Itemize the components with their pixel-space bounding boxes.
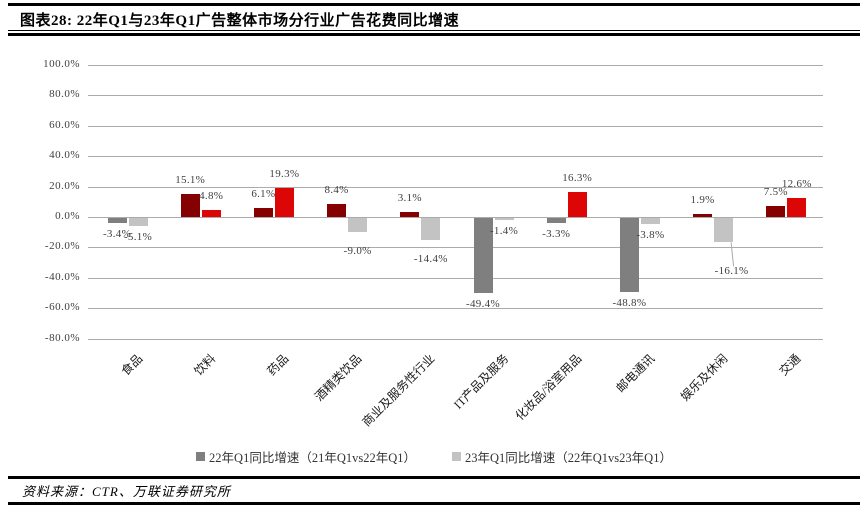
bar-22q1 — [546, 218, 566, 224]
bar-23q1 — [567, 192, 587, 217]
bar-value-label: -14.4% — [413, 252, 448, 265]
y-axis-tick-label: -80.0% — [44, 331, 80, 344]
bar-value-label: 6.1% — [251, 187, 276, 200]
bar-23q1 — [494, 218, 514, 221]
bar-23q1 — [714, 218, 734, 243]
source-value: CTR、万联证券研究所 — [92, 484, 231, 499]
y-axis-tick-label: 60.0% — [49, 118, 80, 131]
title-underline-thin — [8, 30, 860, 31]
bar-22q1 — [327, 204, 347, 217]
legend-item-22q1: 22年Q1同比增速（21年Q1vs22年Q1） — [196, 447, 416, 466]
bar-23q1 — [348, 218, 368, 232]
title-underline-thick — [8, 33, 860, 36]
gridline — [88, 277, 823, 279]
legend-swatch-22q1 — [196, 452, 206, 461]
bar-value-label: -1.4% — [489, 225, 519, 238]
bar-22q1 — [693, 214, 713, 217]
bar-value-label: -49.4% — [466, 298, 500, 311]
bar-22q1 — [253, 207, 273, 217]
bar-23q1 — [274, 187, 294, 217]
bar-value-label: 3.1% — [397, 192, 422, 205]
gridline — [88, 247, 823, 249]
bar-value-label: 19.3% — [269, 167, 300, 180]
gridline — [88, 125, 823, 127]
bar-22q1 — [766, 205, 786, 217]
legend-label-23q1: 23年Q1同比增速（22年Q1vs23年Q1） — [465, 451, 672, 465]
bar-value-label: -3.3% — [542, 228, 571, 241]
bar-23q1 — [640, 218, 660, 224]
bar-value-label: 7.5% — [763, 185, 788, 198]
y-axis-tick-label: 0.0% — [55, 210, 80, 222]
y-axis-tick-label: 80.0% — [49, 88, 80, 101]
y-axis-tick-label: -60.0% — [44, 301, 80, 314]
bar-22q1 — [619, 218, 639, 293]
legend-item-23q1: 23年Q1同比增速（22年Q1vs23年Q1） — [452, 447, 672, 466]
y-axis-tick-label: -20.0% — [44, 240, 80, 253]
bottom-rule — [8, 502, 860, 505]
bar-22q1 — [107, 218, 127, 224]
y-axis-tick-label: 20.0% — [49, 179, 80, 192]
bar-value-label: -3.8% — [636, 228, 665, 241]
top-rule — [8, 3, 860, 6]
y-axis-tick-label: 100.0% — [43, 58, 80, 70]
bar-22q1 — [180, 194, 200, 217]
bar-23q1 — [421, 218, 441, 240]
gridline — [88, 217, 823, 218]
legend-label-22q1: 22年Q1同比增速（21年Q1vs22年Q1） — [209, 451, 416, 465]
gridline — [88, 156, 823, 158]
bar-value-label: -48.8% — [612, 297, 647, 310]
y-axis-tick-label: -40.0% — [44, 270, 80, 283]
gridline — [88, 308, 823, 310]
bar-value-label: -5.1% — [123, 230, 153, 243]
bar-value-label: 15.1% — [175, 174, 206, 187]
bar-value-label: -3.4% — [102, 228, 132, 241]
legend-swatch-23q1 — [452, 452, 461, 461]
bar-value-label: 1.9% — [690, 194, 715, 207]
bar-22q1 — [400, 212, 420, 217]
gridline — [88, 338, 823, 340]
figure-title: 图表28: 22年Q1与23年Q1广告整体市场分行业广告花费同比增速 — [20, 13, 460, 29]
gridline — [88, 95, 823, 97]
bar-22q1 — [473, 218, 493, 294]
bar-value-label: 16.3% — [562, 172, 593, 185]
bar-value-label: 8.4% — [324, 184, 349, 197]
bar-value-label: -9.0% — [343, 244, 372, 257]
bar-23q1 — [201, 209, 221, 217]
bar-23q1 — [128, 218, 148, 226]
bar-value-label: 4.8% — [199, 189, 224, 202]
y-axis-tick-label: 40.0% — [49, 149, 80, 162]
source-label: 资料来源： — [22, 484, 93, 499]
bar-value-label: -16.1% — [714, 265, 749, 278]
bar-23q1 — [787, 197, 807, 217]
source-text: 资料来源：CTR、万联证券研究所 — [22, 481, 231, 500]
bar-value-label: 12.6% — [781, 177, 812, 190]
gridline — [88, 65, 823, 66]
source-top-rule — [8, 476, 860, 479]
gridline — [88, 186, 823, 188]
chart-legend: 22年Q1同比增速（21年Q1vs22年Q1） 23年Q1同比增速（22年Q1v… — [0, 447, 868, 466]
